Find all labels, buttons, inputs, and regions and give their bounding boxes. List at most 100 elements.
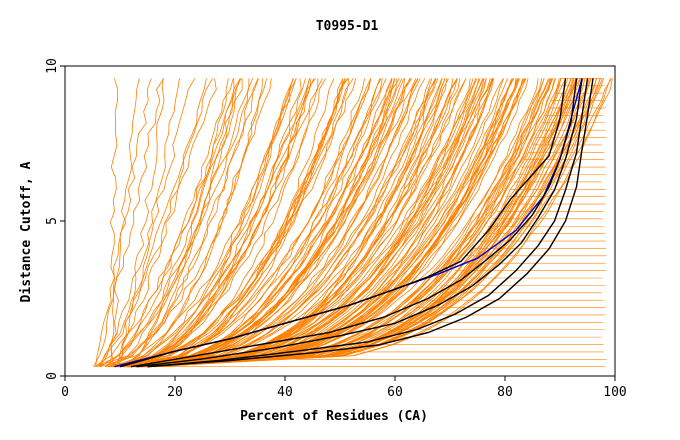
model-curve <box>146 78 613 368</box>
model-curve <box>95 78 250 368</box>
model-curve <box>154 78 601 368</box>
model-curve <box>128 78 584 368</box>
x-tick-label: 100 <box>603 385 626 400</box>
y-tick-label: 5 <box>45 217 60 225</box>
model-curve <box>124 78 297 368</box>
model-curve <box>115 78 418 368</box>
y-tick-label: 10 <box>45 58 60 74</box>
model-curve <box>107 78 413 368</box>
model-curve <box>139 78 504 368</box>
x-tick-label: 20 <box>167 385 183 400</box>
model-curve <box>130 78 437 368</box>
model-curve <box>107 78 346 368</box>
model-curve <box>118 78 487 368</box>
model-curve <box>121 78 493 368</box>
y-tick-label: 0 <box>45 372 60 380</box>
model-curve <box>108 78 254 368</box>
model-curve <box>136 78 612 368</box>
model-curve <box>141 78 514 368</box>
highlight-lines <box>114 78 594 368</box>
model-curve <box>93 78 165 367</box>
series-line-6 <box>147 78 594 368</box>
model-curve <box>105 78 234 368</box>
model-curve <box>120 78 268 368</box>
model-curve <box>99 78 294 368</box>
x-tick-label: 60 <box>387 385 403 400</box>
model-curve <box>148 78 491 368</box>
model-curve <box>130 78 449 368</box>
model-curve <box>130 78 323 368</box>
series-line-2 <box>119 78 567 368</box>
model-curve <box>136 78 426 368</box>
model-curve <box>134 78 519 368</box>
model-curve <box>137 78 365 368</box>
model-curve <box>112 78 411 368</box>
model-curve <box>130 78 597 368</box>
model-curve <box>109 78 316 368</box>
model-curve <box>109 78 350 368</box>
model-curve <box>146 78 592 368</box>
model-curve <box>136 78 529 368</box>
model-curve <box>115 78 310 368</box>
model-curve <box>113 78 392 368</box>
model-curve <box>130 78 346 368</box>
model-curve <box>109 78 119 367</box>
model-curve <box>124 78 344 368</box>
model-lines <box>93 78 613 368</box>
model-curve <box>142 78 603 368</box>
model-curve <box>128 78 467 368</box>
model-curve <box>119 78 229 368</box>
model-curve <box>122 78 458 368</box>
model-curve <box>111 78 207 367</box>
model-curve <box>132 78 396 368</box>
model-curve <box>140 78 508 368</box>
model-curve <box>118 78 319 368</box>
model-curve <box>134 78 485 368</box>
x-tick-label: 80 <box>497 385 513 400</box>
model-curve <box>154 78 572 368</box>
model-curve <box>118 78 297 368</box>
model-curve <box>145 78 471 368</box>
model-curve <box>109 78 140 367</box>
model-curve <box>113 78 393 368</box>
model-curve <box>99 78 242 368</box>
y-axis-label: Distance Cutoff, A <box>19 161 34 302</box>
model-curve <box>122 78 495 368</box>
x-tick-label: 0 <box>61 385 69 400</box>
model-curve <box>141 78 494 368</box>
model-curve <box>114 78 306 368</box>
model-curve <box>119 78 302 368</box>
model-curve <box>110 78 243 368</box>
model-curve <box>126 78 478 368</box>
model-curve <box>131 78 523 368</box>
x-tick-label: 40 <box>277 385 293 400</box>
model-curve <box>130 78 467 368</box>
model-curve <box>137 78 551 368</box>
model-curve <box>138 78 553 368</box>
model-curve <box>97 78 217 367</box>
model-curve <box>138 78 400 368</box>
model-curve <box>115 78 406 368</box>
model-curve <box>95 78 152 367</box>
model-curve <box>109 78 383 368</box>
model-curve <box>131 78 458 368</box>
model-curve <box>128 78 421 368</box>
x-axis-label: Percent of Residues (CA) <box>240 409 428 424</box>
axis-ticks: 0 20 40 60 80 100 0 5 10 <box>45 58 627 400</box>
series-line-3 <box>130 78 578 368</box>
series-line-4 <box>136 78 583 368</box>
model-curve <box>130 78 527 368</box>
model-curve <box>145 78 605 368</box>
model-curve <box>117 78 180 367</box>
model-curve <box>139 78 527 368</box>
model-curve <box>121 78 311 368</box>
model-curve <box>99 78 196 367</box>
model-curve <box>110 78 431 368</box>
model-curve <box>116 78 419 368</box>
model-curve <box>117 78 514 368</box>
model-curve <box>131 78 562 368</box>
model-curve <box>115 78 372 368</box>
model-curve <box>104 78 259 368</box>
model-curve <box>124 78 487 368</box>
